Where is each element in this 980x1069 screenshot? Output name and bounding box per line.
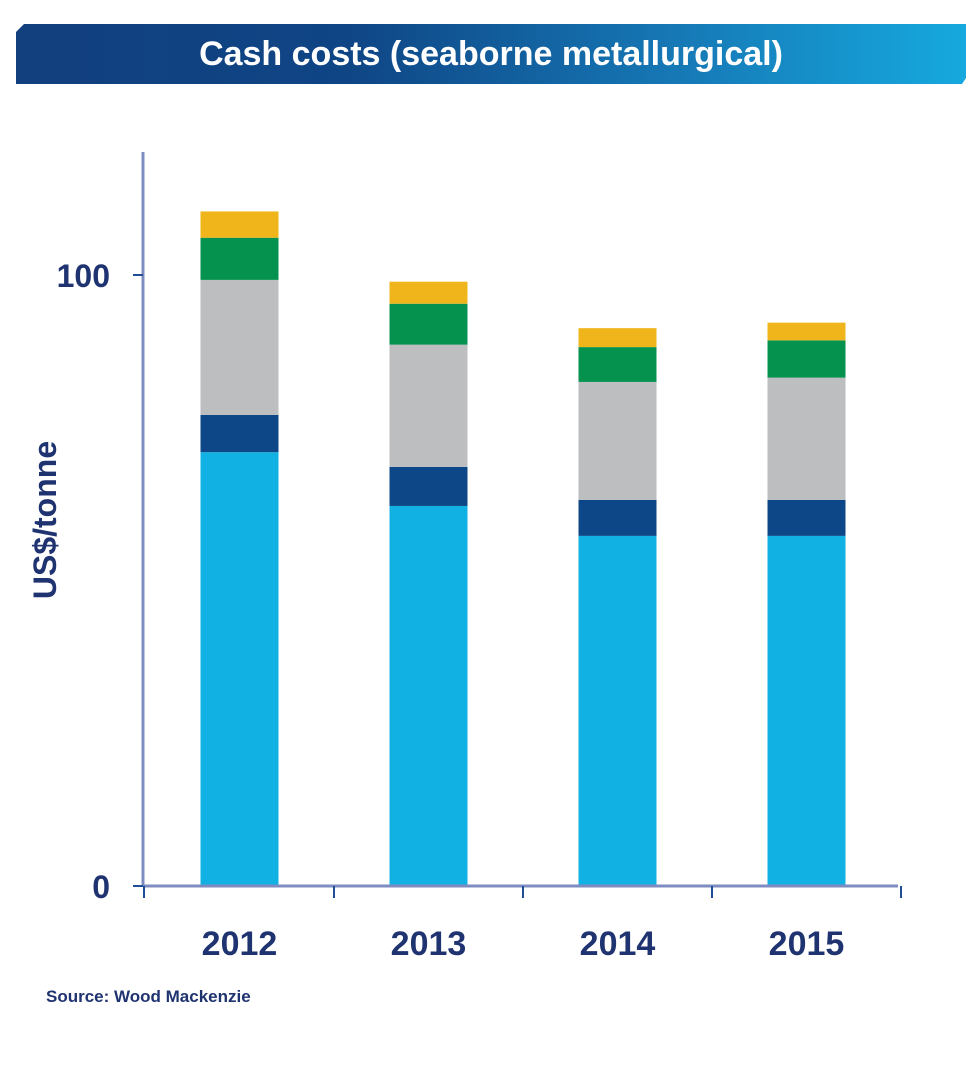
- bar-segment-2014-s1: [578, 535, 657, 886]
- bar-segment-2012-s4: [200, 237, 279, 280]
- bar-segment-2015-s4: [767, 340, 846, 378]
- x-tick-label: 2012: [202, 925, 278, 963]
- chart-title: Cash costs (seaborne metallurgical): [199, 34, 783, 73]
- bar-segment-2013-s3: [389, 344, 468, 467]
- y-tick-label: 0: [92, 869, 110, 905]
- bar-segment-2015-s5: [767, 322, 846, 341]
- bar-segment-2013-s4: [389, 303, 468, 345]
- bar-segment-2013-s5: [389, 281, 468, 304]
- bar-segment-2014-s4: [578, 347, 657, 382]
- x-tick-label: 2015: [769, 925, 845, 963]
- y-tick-label: 100: [57, 258, 110, 294]
- bar-segment-2014-s3: [578, 381, 657, 500]
- bar-segment-2012-s5: [200, 211, 279, 238]
- bar-segment-2013-s1: [389, 505, 468, 886]
- source-note: Source: Wood Mackenzie: [46, 987, 251, 1006]
- bars-group: [200, 211, 846, 886]
- bar-segment-2014-s5: [578, 328, 657, 348]
- x-tick-label: 2014: [580, 925, 656, 963]
- bar-segment-2015-s3: [767, 377, 846, 500]
- bar-segment-2014-s2: [578, 499, 657, 536]
- chart-title-banner: Cash costs (seaborne metallurgical): [16, 24, 966, 84]
- bar-segment-2012-s2: [200, 414, 279, 453]
- bar-segment-2015-s2: [767, 499, 846, 536]
- y-axis-label: US$/tonne: [27, 441, 63, 599]
- y-ticks-group: 0 100: [57, 258, 143, 905]
- bar-segment-2015-s1: [767, 535, 846, 886]
- bar-segment-2012-s3: [200, 279, 279, 415]
- x-ticks-group: 2012 2013 2014 2015: [143, 886, 902, 963]
- bar-segment-2012-s1: [200, 452, 279, 886]
- bar-segment-2013-s2: [389, 466, 468, 506]
- x-tick-label: 2013: [391, 925, 467, 963]
